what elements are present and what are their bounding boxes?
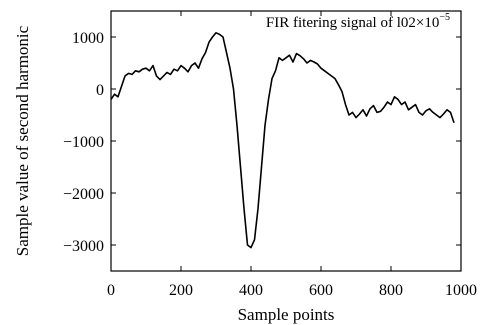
series-line bbox=[110, 31, 455, 249]
y-tick-label: 1000 bbox=[72, 30, 104, 47]
x-tick-label: 1000 bbox=[445, 282, 477, 299]
x-tick-label: 0 bbox=[107, 282, 115, 299]
x-tick-label: 400 bbox=[239, 282, 263, 299]
annotation-text: FIR fitering signal of l02×10 bbox=[266, 15, 439, 31]
y-axis-label: Sample value of second harmonic bbox=[13, 25, 32, 256]
series-group bbox=[110, 31, 455, 249]
x-axis-ticks bbox=[110, 11, 462, 271]
x-tick-label: 800 bbox=[379, 282, 403, 299]
chart-annotation: FIR fitering signal of l02×10−5 bbox=[266, 12, 450, 31]
x-axis-tick-labels: 0 200 400 600 800 1000 bbox=[107, 282, 477, 299]
x-tick-label: 200 bbox=[169, 282, 193, 299]
y-tick-label: −3000 bbox=[63, 238, 104, 255]
annotation-exponent: −5 bbox=[439, 12, 450, 23]
x-axis-label: Sample points bbox=[238, 305, 335, 324]
y-axis-tick-labels: 1000 0 −1000 −2000 −3000 bbox=[63, 30, 104, 255]
y-axis-ticks bbox=[111, 36, 461, 246]
y-tick-label: 0 bbox=[96, 82, 104, 99]
x-tick-label: 600 bbox=[309, 282, 333, 299]
y-tick-label: −2000 bbox=[63, 186, 104, 203]
plot-frame bbox=[110, 10, 462, 272]
y-tick-label: −1000 bbox=[63, 134, 104, 151]
